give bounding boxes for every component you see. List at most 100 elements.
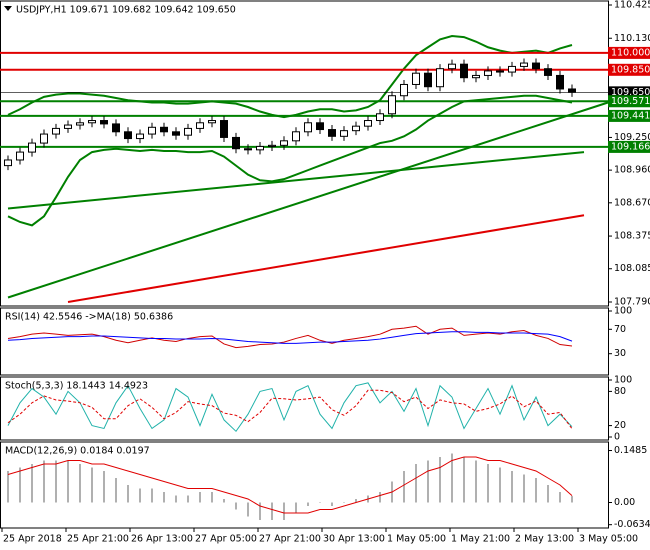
level-label: 109.850 [611,64,650,75]
y-tick-label: 108.085 [614,263,650,274]
histogram-bar [175,495,177,503]
panel-title: USDJPY,H1 109.671 109.682 109.642 109.65… [16,5,236,16]
x-tick-label: 1 May 21:00 [451,534,510,545]
histogram-bar [487,464,489,503]
level-label: 109.441 [611,110,650,121]
histogram-bar [343,502,345,503]
candle-body [88,120,96,124]
candle-body [520,62,528,67]
histogram-bar [427,460,429,503]
candle-body [400,83,408,97]
histogram-bar [511,471,513,503]
y-tick-label: 109.250 [614,132,650,143]
y-tick-label: 100 [614,306,632,317]
histogram-bar [31,464,33,503]
histogram-bar [415,464,417,503]
histogram-bar [43,460,45,503]
histogram-bar [331,502,333,506]
histogram-bar [463,457,465,503]
level-label-box [608,140,650,153]
histogram-bar [127,485,129,503]
histogram-bar [439,457,441,503]
candle-body [280,140,288,146]
candle-body [316,122,324,131]
candle-body [472,74,480,79]
candle-body [412,72,420,85]
histogram-bar [151,488,153,503]
histogram-bar [187,495,189,503]
histogram-bar [319,502,321,503]
candle-body [184,127,192,136]
histogram-bar [55,460,57,503]
candle-body [244,148,252,151]
histogram-bar [523,474,525,503]
histogram-bar [115,478,117,503]
histogram-bar [235,502,237,510]
panel-frame [0,376,609,441]
candle-body [220,120,228,138]
panel-title: Stoch(5,3,3) 18.1443 14.4923 [5,381,148,392]
level-label: 109.650 [611,87,650,98]
histogram-bar [199,492,201,503]
histogram-bar [79,464,81,503]
candle-body [112,123,120,133]
histogram-bar [103,471,105,503]
y-tick-label: 0.00 [614,497,635,508]
candle-body [148,126,156,135]
candle-body [532,62,540,70]
histogram-bar [379,492,381,503]
y-tick-label: 20 [614,420,626,431]
indicator-line [7,389,573,430]
indicator-line [7,331,573,344]
panel-frame [0,0,609,307]
level-label: 110.000 [611,47,650,58]
x-tick-label: 25 Apr 2018 [3,534,62,545]
candle-body [28,142,36,153]
histogram-bar [247,502,249,517]
candle-body [556,74,564,90]
y-tick-label: -0.0634 [614,519,650,530]
candle-body [208,120,216,124]
candle-body [460,63,468,79]
histogram-bar [271,502,273,520]
x-tick-label: 3 May 05:00 [579,534,638,545]
candle-body [340,130,348,137]
y-tick-label: 70 [614,324,626,335]
candle-body [172,131,180,136]
panel-title: MACD(12,26,9) 0.0184 0.0197 [5,446,150,457]
indicator-line [7,456,573,514]
candle-body [496,70,504,73]
level-label-box [608,63,650,76]
x-tick-label: 26 Apr 13:00 [131,534,193,545]
candle-body [484,70,492,76]
candle-body [424,72,432,88]
candle-body [508,65,516,73]
candle-body [388,95,396,115]
histogram-bar [499,467,501,503]
histogram-bar [259,502,261,520]
histogram-bar [283,502,285,520]
x-tick-label: 1 May 05:00 [387,534,446,545]
histogram-bar [67,460,69,503]
indicator-line [7,382,573,433]
y-tick-label: 0.1485 [614,445,647,456]
level-label-box [608,46,650,59]
candle-body [328,129,336,137]
candle-body [16,151,24,161]
candle-body [64,124,72,129]
y-tick-label: 30 [614,348,626,359]
candle-body [292,131,300,142]
candle-body [568,88,576,93]
level-label: 109.571 [611,96,650,107]
candle-body [352,125,360,132]
level-label-box [608,109,650,122]
candle-body [136,133,144,140]
candle-body [40,133,48,144]
menu-arrow[interactable] [4,6,12,11]
x-tick-label: 25 Apr 21:00 [67,534,129,545]
histogram-bar [451,453,453,503]
histogram-bar [211,492,213,503]
histogram-bar [355,499,357,503]
